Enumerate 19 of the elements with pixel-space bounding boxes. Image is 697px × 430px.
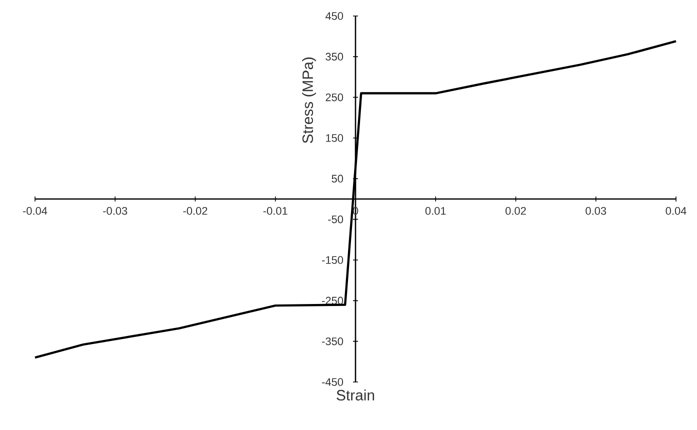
y-tick-label: -50	[328, 215, 344, 224]
y-tick-label: -150	[322, 256, 344, 264]
y-axis-title: Stress (MPa)	[302, 58, 316, 144]
y-tick-label: 450	[325, 12, 344, 20]
y-tick-label: 250	[326, 93, 344, 102]
y-tick-label: -350	[322, 337, 344, 346]
x-tick-label: -0.02	[183, 207, 208, 215]
x-tick-label: 0.03	[586, 207, 606, 215]
x-axis-title: Strain	[336, 390, 374, 400]
x-tick-label: -0.01	[263, 207, 288, 215]
x-tick-label: 0.02	[506, 207, 526, 215]
y-tick-label: -450	[322, 378, 344, 386]
x-tick-label: 0.01	[425, 207, 446, 215]
x-tick-label: -0.04	[23, 207, 48, 215]
x-tick-label: -0.03	[103, 207, 128, 215]
y-tick-label: 150	[326, 134, 344, 142]
y-tick-label: 50	[332, 174, 344, 183]
x-tick-label: 0.04	[666, 207, 686, 215]
y-tick-label: 350	[326, 52, 344, 61]
